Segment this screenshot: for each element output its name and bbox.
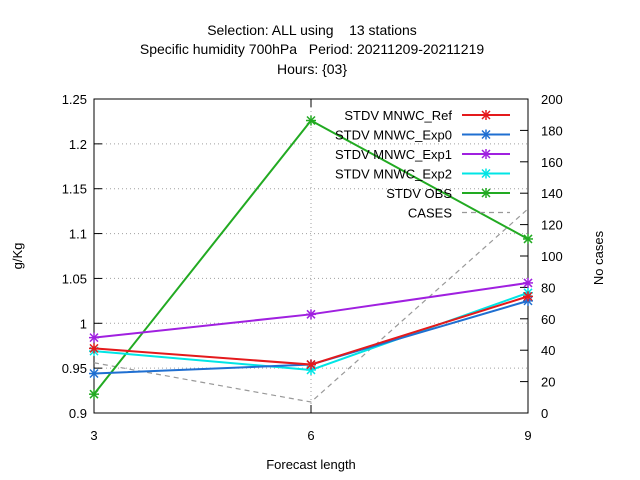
y2-tick-label: 160 xyxy=(541,155,563,170)
series-stdv-mnwc-exp1 xyxy=(89,277,533,343)
legend: STDV MNWC_Ref STDV MNWC_Exp0 STDV MNWC_Exp… xyxy=(335,108,510,221)
series-cases xyxy=(93,208,529,403)
y2-tick-label: 140 xyxy=(541,186,563,201)
y2-tick-label: 200 xyxy=(541,92,563,107)
legend-label: STDV MNWC_Exp1 xyxy=(335,147,452,162)
data-point xyxy=(306,359,316,370)
y-axis-label: g/Kg xyxy=(10,243,25,270)
x-axis-ticks: 3 6 9 xyxy=(90,99,532,443)
y-tick-label: 1 xyxy=(80,316,87,331)
series-line xyxy=(93,208,529,403)
data-point xyxy=(523,233,533,244)
y2-tick-label: 0 xyxy=(541,406,548,421)
legend-label: STDV MNWC_Exp2 xyxy=(335,167,452,182)
title-line-3: Hours: {03} xyxy=(277,61,347,77)
y2-axis-ticks: 0 20 40 60 80 100 120 140 160 180 200 xyxy=(520,92,563,421)
y2-tick-label: 40 xyxy=(541,343,555,358)
data-point xyxy=(523,277,533,288)
y2-tick-label: 60 xyxy=(541,312,555,327)
legend-label: STDV OBS xyxy=(386,186,452,201)
legend-entry: STDV MNWC_Exp0 xyxy=(335,128,510,143)
y-tick-label: 1.15 xyxy=(62,182,87,197)
y2-axis-label: No cases xyxy=(591,230,606,285)
series-layer xyxy=(89,115,533,403)
chart-title: Selection: ALL using 13 stations Specifi… xyxy=(140,22,484,77)
data-point xyxy=(89,332,99,343)
y-tick-label: 0.9 xyxy=(69,406,87,421)
series-stdv-mnwc-ref xyxy=(89,291,533,370)
data-point xyxy=(306,115,316,126)
legend-entry: STDV MNWC_Ref xyxy=(344,108,510,123)
legend-label: CASES xyxy=(408,206,452,221)
legend-label: STDV MNWC_Ref xyxy=(344,108,452,123)
grid xyxy=(94,99,528,413)
y-axis-ticks: 0.9 0.95 1 1.05 1.1 1.15 1.2 1.25 xyxy=(62,92,102,421)
data-point xyxy=(89,389,99,400)
series-stdv-obs xyxy=(89,115,533,400)
data-point xyxy=(523,291,533,302)
y2-tick-label: 80 xyxy=(541,280,555,295)
y-tick-label: 1.2 xyxy=(69,137,87,152)
y-tick-label: 1.25 xyxy=(62,92,87,107)
y2-tick-label: 180 xyxy=(541,123,563,138)
data-point xyxy=(89,343,99,354)
y-tick-label: 1.05 xyxy=(62,271,87,286)
x-tick-label: 9 xyxy=(524,428,531,443)
y2-tick-label: 100 xyxy=(541,249,563,264)
x-axis-label: Forecast length xyxy=(266,457,356,472)
x-tick-label: 3 xyxy=(90,428,97,443)
y-tick-label: 0.95 xyxy=(62,361,87,376)
legend-entry: CASES xyxy=(408,206,510,221)
data-point xyxy=(89,368,99,379)
y2-tick-label: 20 xyxy=(541,375,555,390)
title-line-1: Selection: ALL using 13 stations xyxy=(207,22,417,38)
y-tick-label: 1.1 xyxy=(69,227,87,242)
legend-entry: STDV MNWC_Exp1 xyxy=(335,147,510,162)
data-point xyxy=(306,309,316,320)
title-line-2: Specific humidity 700hPa Period: 2021120… xyxy=(140,41,484,57)
legend-entry: STDV MNWC_Exp2 xyxy=(335,167,510,182)
legend-entry: STDV OBS xyxy=(386,186,510,201)
y2-tick-label: 120 xyxy=(541,218,563,233)
x-tick-label: 6 xyxy=(307,428,314,443)
legend-label: STDV MNWC_Exp0 xyxy=(335,128,452,143)
